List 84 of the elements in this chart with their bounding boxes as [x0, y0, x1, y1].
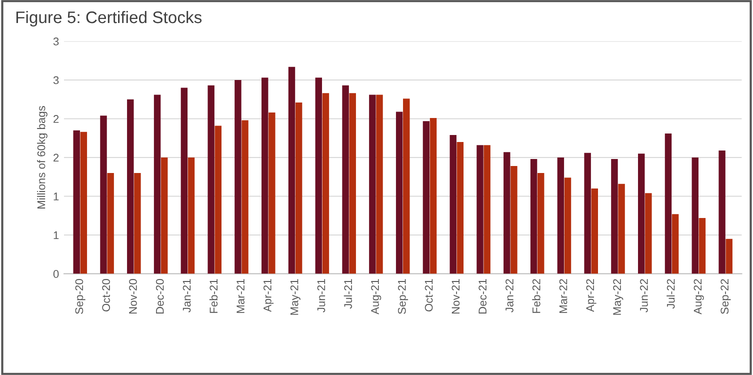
- bar: [530, 159, 538, 274]
- y-tick-label: 3: [53, 38, 59, 46]
- bar: [557, 158, 564, 274]
- bar: [698, 218, 706, 274]
- bar: [208, 85, 214, 274]
- bar: [396, 112, 403, 274]
- x-tick-label: Jul-22: [666, 279, 675, 309]
- bar: [510, 166, 518, 274]
- bar: [484, 145, 490, 274]
- bar: [504, 152, 510, 274]
- x-tick-label: Aug-22: [694, 279, 704, 314]
- bar: [100, 116, 107, 274]
- x-tick-label: Mar-22: [559, 279, 568, 313]
- bar: [234, 80, 242, 274]
- bar: [349, 93, 356, 274]
- bar: [591, 188, 598, 274]
- bar: [664, 133, 672, 274]
- x-tick-label: Jun-22: [640, 279, 648, 312]
- x-tick-label: May-22: [613, 279, 624, 315]
- x-tick-label: Jul-21: [344, 279, 352, 309]
- bar: [262, 78, 268, 274]
- x-tick-label: Mar-21: [236, 279, 244, 313]
- bar: [315, 78, 322, 274]
- bar: [295, 102, 302, 274]
- bar: [611, 159, 618, 274]
- bar: [403, 98, 410, 274]
- x-tick-label: Nov-20: [129, 279, 137, 314]
- bar: [214, 126, 222, 274]
- bar: [188, 158, 195, 274]
- x-tick-label: Feb-21: [209, 279, 218, 313]
- y-tick-label: 0: [53, 270, 59, 278]
- bar: [718, 150, 726, 274]
- x-tick-label: Jun-21: [317, 279, 326, 312]
- bar: [134, 173, 141, 274]
- bar: [692, 158, 699, 274]
- bar: [456, 142, 464, 274]
- x-tick-label: Apr-22: [586, 279, 596, 312]
- x-tick-label: Oct-20: [102, 279, 110, 312]
- chart-title: Figure 5: Certified Stocks: [16, 10, 202, 27]
- x-tick-label: Sep-20: [75, 279, 86, 314]
- bar: [73, 130, 80, 274]
- bar: [127, 99, 134, 274]
- y-axis-title: Millions of 60kg bags: [37, 106, 48, 208]
- bar: [450, 135, 456, 274]
- bar: [564, 178, 572, 274]
- bar: [288, 66, 296, 274]
- bar: [422, 121, 430, 274]
- bar: [476, 145, 484, 274]
- bar: [430, 118, 437, 274]
- x-tick-label: Aug-21: [371, 279, 382, 314]
- x-tick-label: Nov-21: [452, 279, 460, 314]
- bar: [242, 120, 248, 274]
- bar: [537, 173, 544, 274]
- x-tick-label: Jan-22: [506, 279, 514, 312]
- y-tick-label: 1: [54, 231, 59, 240]
- bar: [618, 184, 625, 274]
- bar: [160, 158, 168, 274]
- y-tick-label: 2: [54, 154, 59, 162]
- x-tick-label: Dec-20: [156, 279, 164, 314]
- bar: [322, 93, 330, 274]
- x-tick-label: Apr-21: [264, 279, 274, 312]
- bar: [80, 132, 88, 274]
- bar: [645, 193, 652, 274]
- y-tick-label: 3: [53, 76, 59, 84]
- y-tick-label: 1: [54, 192, 59, 200]
- bar: [584, 152, 591, 274]
- bar: [376, 94, 383, 274]
- x-tick-label: Jan-21: [182, 279, 191, 312]
- bar: [672, 214, 679, 274]
- x-tick-label: Feb-22: [532, 279, 540, 313]
- bar: [154, 94, 161, 274]
- x-tick-label: Oct-21: [424, 279, 433, 312]
- x-tick-label: Dec-21: [478, 279, 487, 314]
- x-tick-label: Sep-22: [720, 279, 731, 314]
- x-tick-label: Sep-21: [398, 279, 408, 314]
- x-tick-label: May-21: [290, 279, 300, 315]
- bar: [107, 173, 114, 274]
- bar: [268, 112, 276, 274]
- y-tick-label: 2: [54, 115, 59, 123]
- bar: [180, 88, 188, 274]
- bar: [342, 85, 349, 274]
- bar: [726, 238, 732, 274]
- bar: [369, 94, 376, 274]
- bar: [638, 154, 645, 274]
